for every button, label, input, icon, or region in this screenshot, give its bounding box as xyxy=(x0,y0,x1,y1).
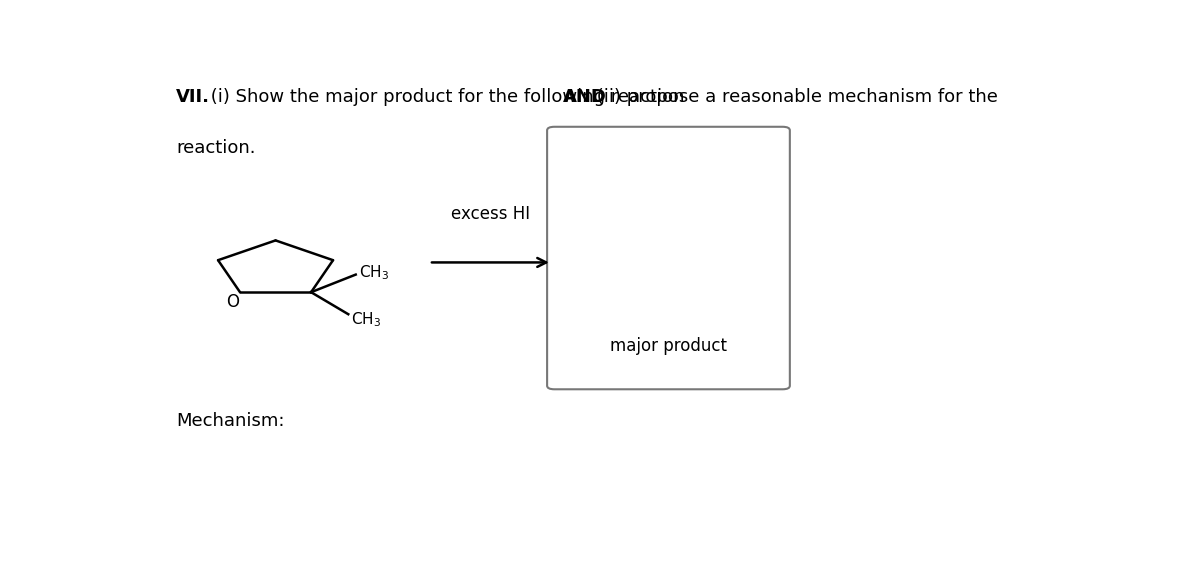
Text: (i) Show the major product for the following reaction: (i) Show the major product for the follo… xyxy=(205,89,690,106)
Text: O: O xyxy=(226,293,239,311)
Text: CH$_3$: CH$_3$ xyxy=(352,310,382,329)
Text: CH$_3$: CH$_3$ xyxy=(359,263,389,282)
Text: (ii) propose a reasonable mechanism for the: (ii) propose a reasonable mechanism for … xyxy=(590,89,997,106)
Text: excess HI: excess HI xyxy=(451,205,530,223)
Text: reaction.: reaction. xyxy=(176,139,256,157)
Text: VII.: VII. xyxy=(176,89,210,106)
Text: major product: major product xyxy=(610,337,727,355)
Text: AND: AND xyxy=(563,89,607,106)
FancyBboxPatch shape xyxy=(547,127,790,390)
Text: Mechanism:: Mechanism: xyxy=(176,412,284,430)
